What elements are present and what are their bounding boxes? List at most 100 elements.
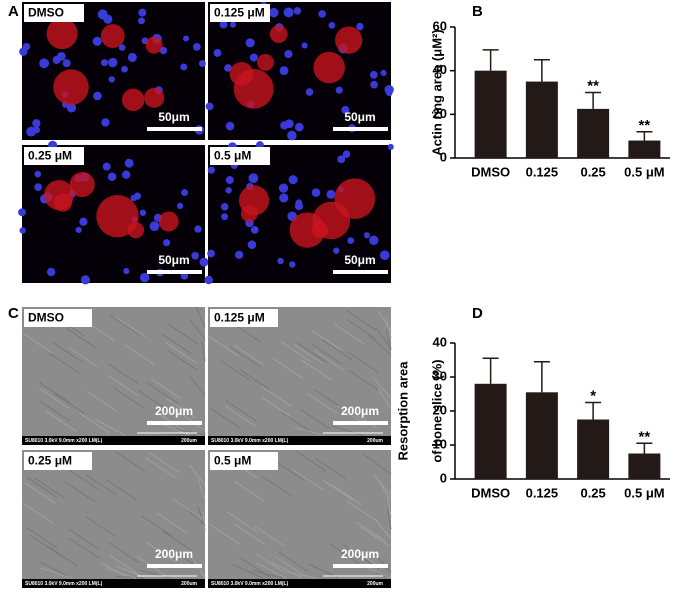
texture (281, 411, 313, 433)
nucleus (19, 47, 28, 56)
image-label: 0.5 μM (214, 149, 251, 163)
texture (160, 333, 192, 355)
texture (139, 569, 170, 579)
label-box (210, 309, 278, 327)
texture (99, 562, 131, 579)
image-label: 0.125 μM (214, 6, 265, 20)
texture (233, 480, 265, 502)
nucleus (225, 187, 232, 194)
texture (146, 542, 177, 563)
texture (107, 375, 139, 396)
footer-scale: 200um (181, 581, 197, 587)
nucleus (93, 91, 102, 101)
bar (577, 419, 610, 479)
texture (347, 408, 378, 430)
nucleus (294, 122, 304, 132)
nucleus (180, 63, 188, 71)
nucleus (287, 130, 297, 141)
bar (577, 108, 610, 158)
nucleus (103, 14, 113, 24)
texture (46, 411, 77, 432)
y-tick-label: 20 (433, 106, 447, 121)
nucleus (149, 221, 160, 232)
nucleus (101, 118, 110, 127)
texture (293, 343, 325, 365)
nucleus (225, 121, 235, 131)
texture (209, 524, 241, 546)
texture (373, 474, 392, 496)
texture (115, 451, 146, 472)
bar (628, 140, 661, 158)
nucleus (107, 172, 117, 181)
image-label: 0.25 μM (28, 454, 72, 468)
texture (240, 557, 272, 579)
texture (176, 410, 206, 431)
texture (331, 484, 363, 506)
footer-bar (22, 436, 205, 445)
texture (168, 323, 199, 345)
texture (232, 563, 263, 579)
texture (255, 562, 287, 579)
y-axis-label: of bone slice (%) (429, 359, 444, 462)
nucleus (205, 102, 214, 111)
texture (226, 511, 258, 533)
cell (53, 69, 89, 105)
texture (175, 428, 206, 436)
footer-scale: 200um (367, 438, 383, 444)
nucleus (347, 237, 355, 245)
nucleus (379, 250, 390, 261)
y-tick-label: 40 (433, 334, 447, 349)
texture (307, 393, 338, 414)
texture (359, 525, 390, 547)
texture (233, 344, 264, 366)
image-label: 0.125 μM (214, 311, 265, 325)
texture (34, 477, 66, 499)
texture (322, 479, 354, 501)
nucleus (207, 166, 215, 174)
nucleus (248, 173, 259, 184)
texture (86, 390, 118, 412)
cell (158, 211, 179, 232)
texture (343, 544, 375, 566)
nucleus (199, 257, 209, 267)
bar (525, 81, 558, 158)
texture (272, 358, 304, 380)
texture (378, 481, 392, 502)
nucleus (284, 49, 293, 59)
nucleus (380, 69, 387, 77)
significance: ** (639, 117, 651, 134)
footer-scale: 200um (367, 581, 383, 587)
nucleus (19, 227, 26, 234)
texture (321, 339, 353, 360)
x-tick-label: DMSO (471, 485, 510, 500)
texture (25, 482, 56, 504)
nucleus (335, 86, 343, 94)
texture (364, 565, 392, 579)
texture (39, 382, 70, 403)
nucleus (293, 7, 302, 15)
texture (296, 342, 328, 364)
nucleus (18, 208, 26, 217)
significance: * (590, 387, 596, 404)
texture (347, 351, 379, 373)
scale-bar-label: 50μm (344, 253, 375, 267)
y-tick-label: 30 (433, 368, 447, 383)
cell (145, 36, 163, 54)
nucleus (100, 59, 109, 67)
texture (210, 407, 242, 429)
scale-bar-label: 50μm (158, 253, 189, 267)
label-box (24, 452, 92, 470)
image-label: DMSO (28, 311, 64, 325)
texture (346, 318, 377, 340)
texture (115, 575, 146, 579)
texture (295, 450, 327, 472)
y-tick-label: 0 (440, 470, 447, 485)
nucleus (34, 183, 43, 191)
nucleus (80, 275, 91, 285)
nucleus (288, 175, 298, 185)
nucleus (356, 22, 364, 31)
texture (165, 342, 197, 364)
texture (313, 388, 345, 410)
texture (252, 569, 283, 579)
